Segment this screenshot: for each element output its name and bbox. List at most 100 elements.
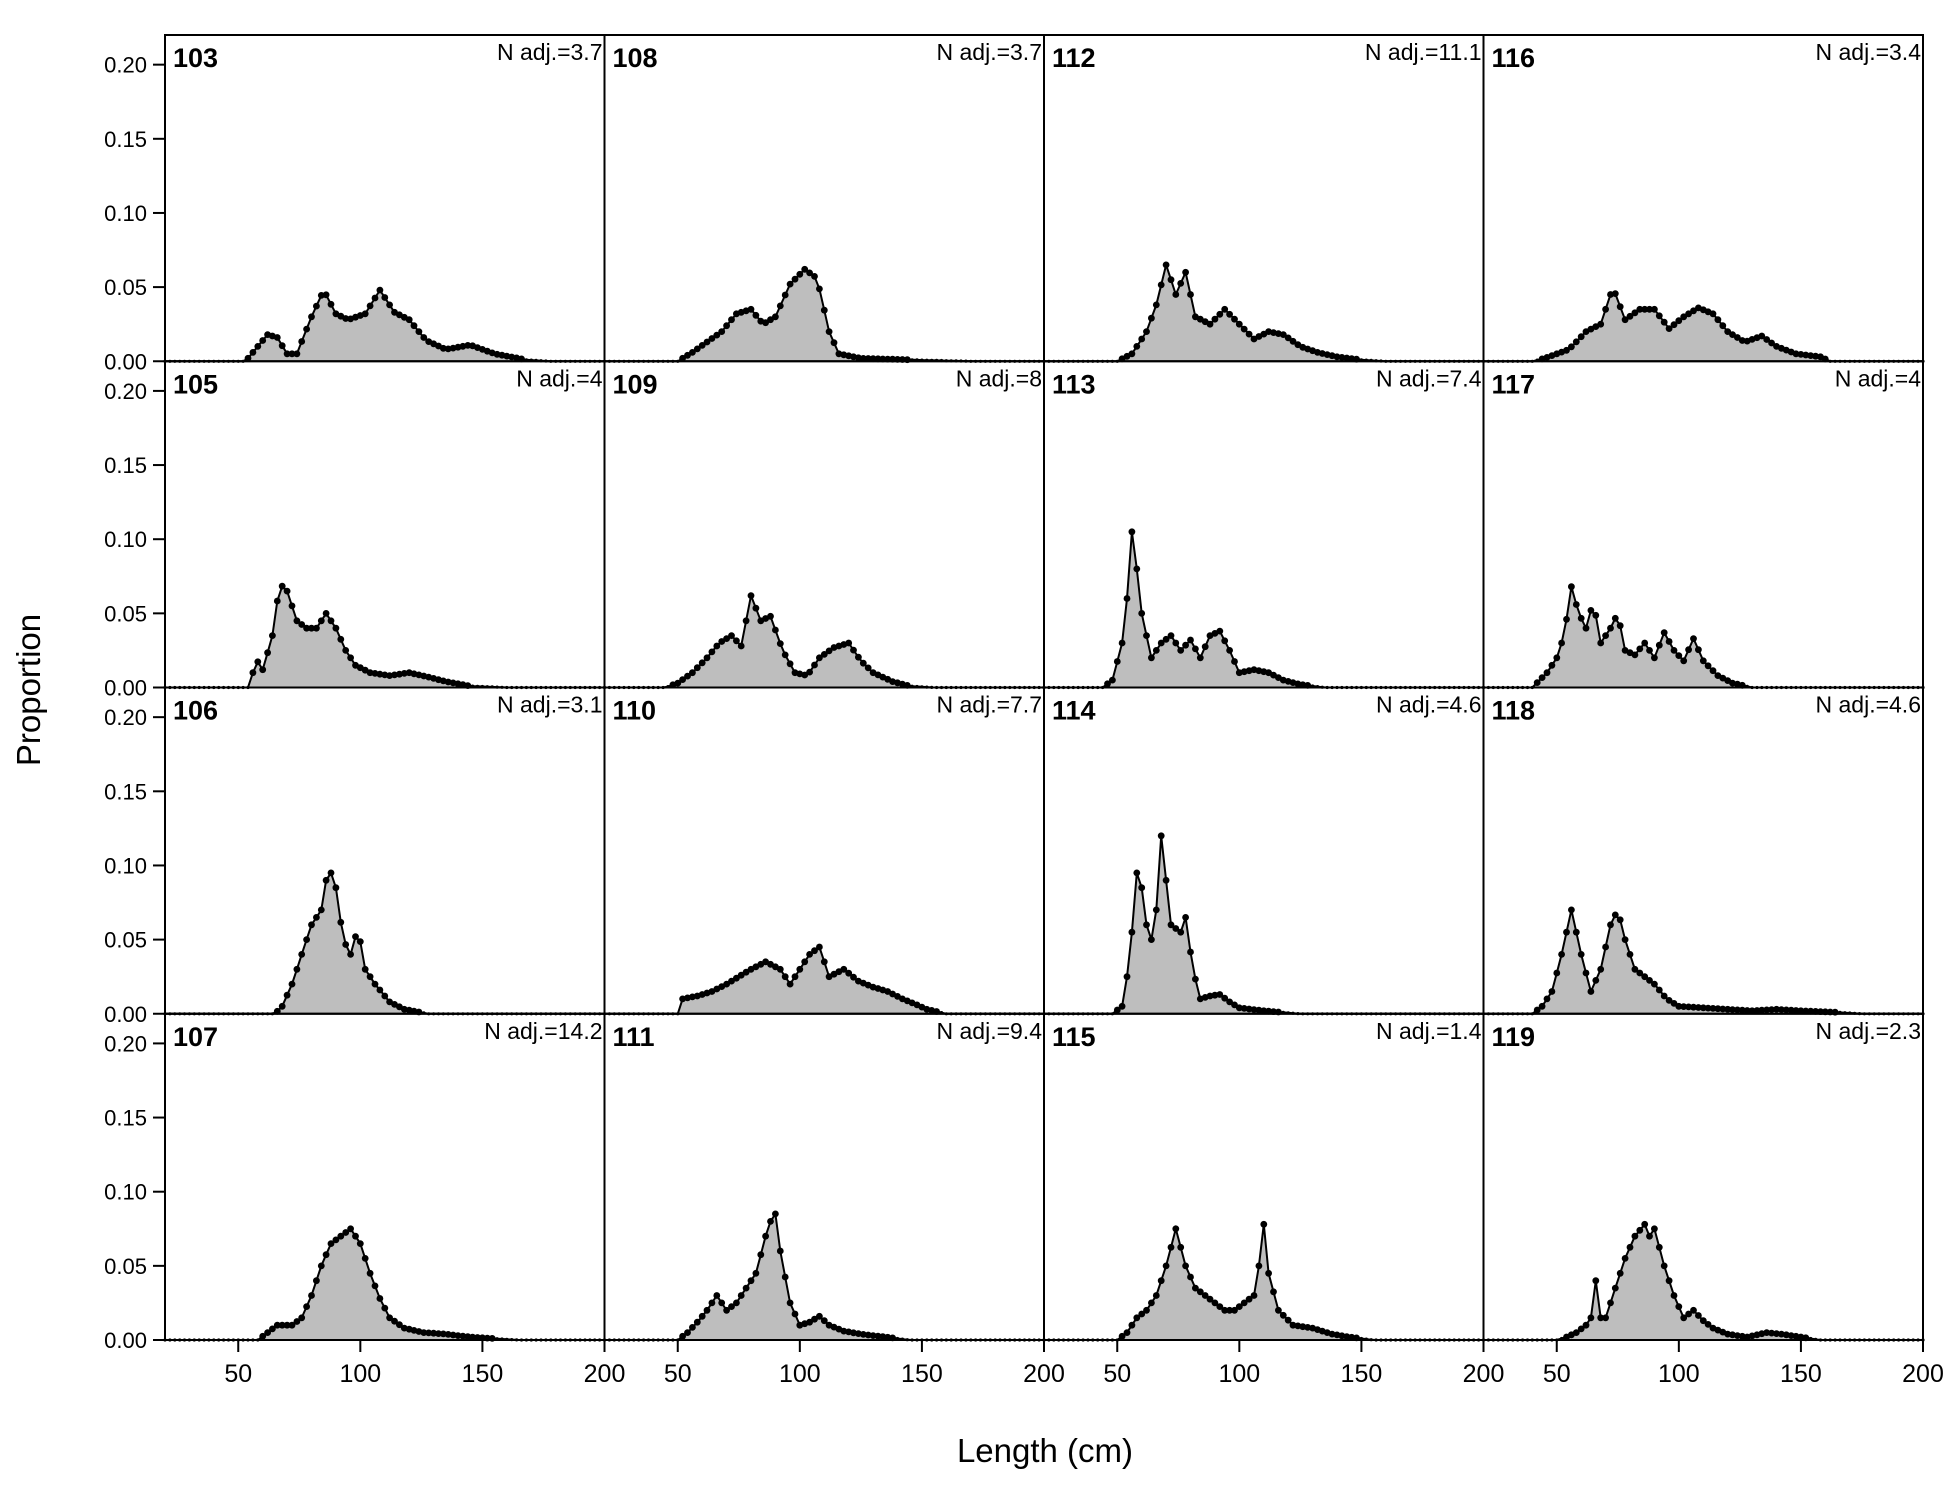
point-105 [322,610,330,617]
point-106 [376,986,384,994]
point-110 [737,971,745,979]
point-105 [254,658,262,666]
x-tick-label: 200 [584,1360,626,1388]
point-103 [308,313,315,321]
point-116 [1734,334,1741,341]
point-119 [1670,1292,1678,1299]
point-108 [781,291,789,299]
y-tick-label: 0.20 [104,379,147,404]
point-117 [1611,614,1619,622]
point-114 [1123,973,1131,981]
point-105 [264,649,271,657]
point-119 [1577,1325,1585,1333]
point-112 [1221,305,1229,313]
point-109 [742,617,750,625]
point-110 [845,969,853,977]
point-117 [1695,646,1702,654]
point-117 [1558,639,1565,647]
point-114 [1177,928,1185,936]
point-113 [1128,528,1136,536]
point-117 [1602,632,1609,639]
area-116 [1483,293,1923,362]
point-112 [1138,335,1146,343]
point-105 [317,617,325,625]
point-108 [820,306,828,314]
point-108 [796,270,804,278]
point-110 [816,943,823,951]
point-103 [293,350,301,358]
point-113 [1192,645,1199,653]
x-tick-label: 100 [1658,1360,1700,1388]
point-111 [693,1318,701,1326]
point-115 [1167,1243,1175,1251]
point-118 [1768,1006,1775,1013]
point-118 [1695,1004,1702,1011]
point-113 [1148,654,1155,662]
point-118 [1611,911,1619,919]
point-108 [762,319,769,327]
point-113 [1216,627,1224,635]
area-105 [165,586,605,688]
panel-id-label: 105 [173,369,218,399]
point-111 [762,1232,769,1240]
point-119 [1616,1269,1624,1277]
y-axes: 0.00 0.05 0.10 0.15 0.20 0.00 0.05 0.10 0.15 0.20… [104,35,166,1353]
point-106 [327,869,335,877]
point-107 [342,1229,350,1236]
point-114 [1167,921,1175,929]
point-103 [327,300,335,308]
area-103 [165,290,605,362]
point-109 [776,640,784,647]
point-116 [1768,339,1775,347]
point-114 [1138,884,1146,892]
point-106 [313,914,320,921]
point-115 [1182,1262,1189,1270]
n-adj-label: N adj.=4.6 [1816,692,1922,718]
point-107 [361,1255,369,1262]
point-118 [1568,906,1575,914]
point-115 [1201,1292,1209,1299]
y-tick-label: 0.15 [104,127,147,152]
point-111 [733,1299,740,1307]
n-adj-label: N adj.=14.2 [484,1018,602,1044]
point-111 [781,1273,789,1281]
point-113 [1226,647,1233,654]
point-103 [273,334,281,341]
point-106 [283,991,291,999]
point-109 [713,642,721,650]
point-118 [1582,969,1590,977]
point-116 [1616,303,1624,311]
point-116 [1572,338,1580,346]
area-114 [1044,835,1484,1014]
panel-id-label: 115 [1052,1022,1096,1052]
point-115 [1240,1299,1248,1307]
point-118 [1572,928,1580,936]
point-115 [1143,1306,1150,1314]
point-117 [1572,601,1580,608]
point-108 [801,265,809,273]
point-109 [679,676,686,683]
point-108 [806,269,813,277]
point-116 [1626,312,1634,320]
point-115 [1177,1243,1185,1251]
point-113 [1182,641,1189,649]
point-116 [1714,316,1722,324]
point-115 [1265,1269,1272,1277]
point-107 [298,1314,306,1322]
y-tick-label: 0.10 [104,527,147,552]
point-116 [1680,313,1688,321]
n-adj-label: N adj.=7.4 [1376,365,1482,391]
point-108 [698,342,706,349]
point-108 [703,338,711,346]
point-108 [723,322,730,330]
point-106 [288,980,296,988]
point-118 [1680,1003,1688,1010]
y-tick-label: 0.00 [104,349,147,374]
point-118 [1597,965,1605,973]
n-adj-label: N adj.=9.4 [937,1018,1043,1044]
point-114 [1162,876,1170,884]
point-108 [830,339,838,347]
y-axis-row-3: 0.00 0.05 0.10 0.15 0.20 [104,687,166,1027]
point-112 [1157,281,1165,289]
point-108 [791,275,799,283]
